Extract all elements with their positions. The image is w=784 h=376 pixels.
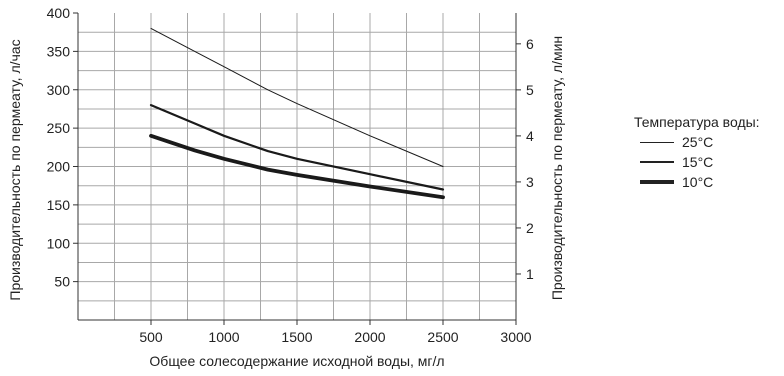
grid: [78, 13, 516, 320]
legend-line-25c: [640, 141, 674, 143]
y-left-tick-label: 100: [47, 235, 71, 251]
legend: Температура воды: 25°C 15°C 10°C: [634, 114, 760, 192]
y-right-tick-label: 3: [526, 174, 534, 190]
tick-labels: 500 1000 1500 2000 2500 3000 50 100 150 200 250 300…: [47, 5, 534, 345]
legend-label-25c: 25°C: [682, 134, 714, 150]
y-right-tick-label: 6: [526, 36, 534, 52]
x-tick-label: 1000: [208, 329, 239, 345]
x-tick-label: 2000: [354, 329, 385, 345]
y-left-tick-label: 250: [47, 120, 71, 136]
y-left-tick-label: 300: [47, 82, 71, 98]
x-tick-label: 2500: [427, 329, 458, 345]
x-axis-title: Общее солесодержание исходной воды, мг/л: [149, 353, 444, 369]
legend-label-10c: 10°C: [682, 174, 714, 190]
legend-line-10c: [640, 180, 674, 184]
y-left-tick-label: 150: [47, 197, 71, 213]
x-tick-label: 500: [139, 329, 163, 345]
y-left-tick-label: 400: [47, 5, 71, 21]
y-right-tick-label: 1: [526, 266, 534, 282]
legend-item-15c: 15°C: [634, 152, 760, 172]
y-right-tick-label: 5: [526, 82, 534, 98]
x-tick-label: 1500: [281, 329, 312, 345]
legend-item-10c: 10°C: [634, 172, 760, 192]
y-left-tick-label: 200: [47, 159, 71, 175]
series-group: [149, 27, 445, 200]
y-right-tick-label: 2: [526, 220, 534, 236]
y-left-tick-label: 350: [47, 43, 71, 59]
legend-label-15c: 15°C: [682, 154, 714, 170]
x-tick-label: 3000: [500, 329, 531, 345]
legend-title: Температура воды:: [634, 114, 760, 130]
series-line-25c: [150, 27, 444, 167]
y-left-axis-title: Производительность по пермеату, л/час: [7, 39, 23, 300]
y-left-tick-label: 50: [54, 274, 70, 290]
y-right-axis-title: Производительность по пермеату, л/мин: [549, 36, 565, 300]
series-line-10c: [149, 133, 445, 200]
legend-line-15c: [640, 161, 674, 163]
axes: [73, 12, 521, 325]
legend-item-25c: 25°C: [634, 132, 760, 152]
series-line-15c: [149, 103, 445, 191]
y-right-tick-label: 4: [526, 128, 534, 144]
